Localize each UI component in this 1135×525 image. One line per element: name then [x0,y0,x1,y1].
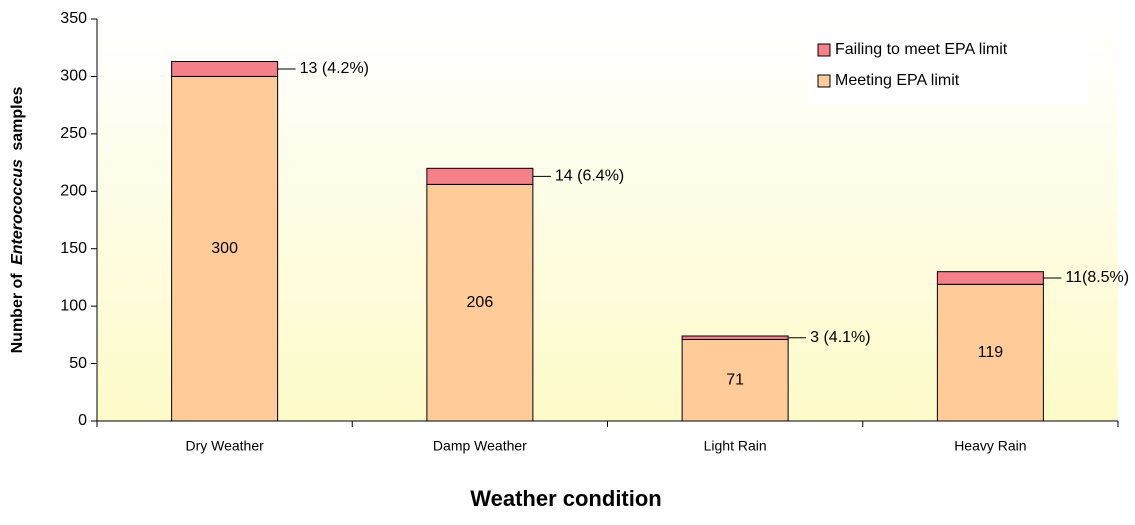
y-tick-label: 50 [69,355,87,372]
y-tick-label: 100 [60,297,87,314]
bar-segment [426,167,534,185]
value-label: 11(8.5%) [1065,269,1129,286]
legend-box [808,30,1088,104]
y-tick-label: 350 [60,10,87,27]
bar-segment [426,183,534,422]
value-label: 119 [978,344,1004,361]
x-tick-label: Damp Weather [433,438,527,454]
value-label: 206 [467,294,494,311]
bar-segment [681,338,789,422]
y-axis-title: Number of Enterococcus samples [9,87,26,354]
legend-label: Failing to meet EPA limit [835,41,1008,58]
y-axis-title-part: samples [9,87,26,151]
x-axis-title: Weather condition [470,486,662,511]
y-axis-title-part: Number of [9,273,26,354]
legend-swatch [817,74,831,88]
y-axis-title-part: Enterococcus [9,159,26,265]
y-tick-label: 150 [60,240,87,257]
value-label: 71 [726,371,744,388]
y-tick-label: 250 [60,125,87,142]
value-label: 13 (4.2%) [300,60,369,77]
y-tick-label: 0 [78,412,87,429]
legend-label: Meeting EPA limit [835,72,960,89]
x-tick-label: Heavy Rain [954,438,1026,454]
legend-swatch [817,43,831,57]
y-tick-label: 200 [60,183,87,200]
value-label: 14 (6.4%) [555,168,624,185]
value-label: 300 [211,240,238,257]
bar-segment [171,60,279,77]
x-tick-label: Dry Weather [185,438,264,454]
y-tick-label: 300 [60,68,87,85]
value-label: 3 (4.1%) [810,329,870,346]
x-tick-label: Light Rain [704,438,767,454]
bar-segment [681,335,789,340]
bar-segment [936,271,1044,285]
